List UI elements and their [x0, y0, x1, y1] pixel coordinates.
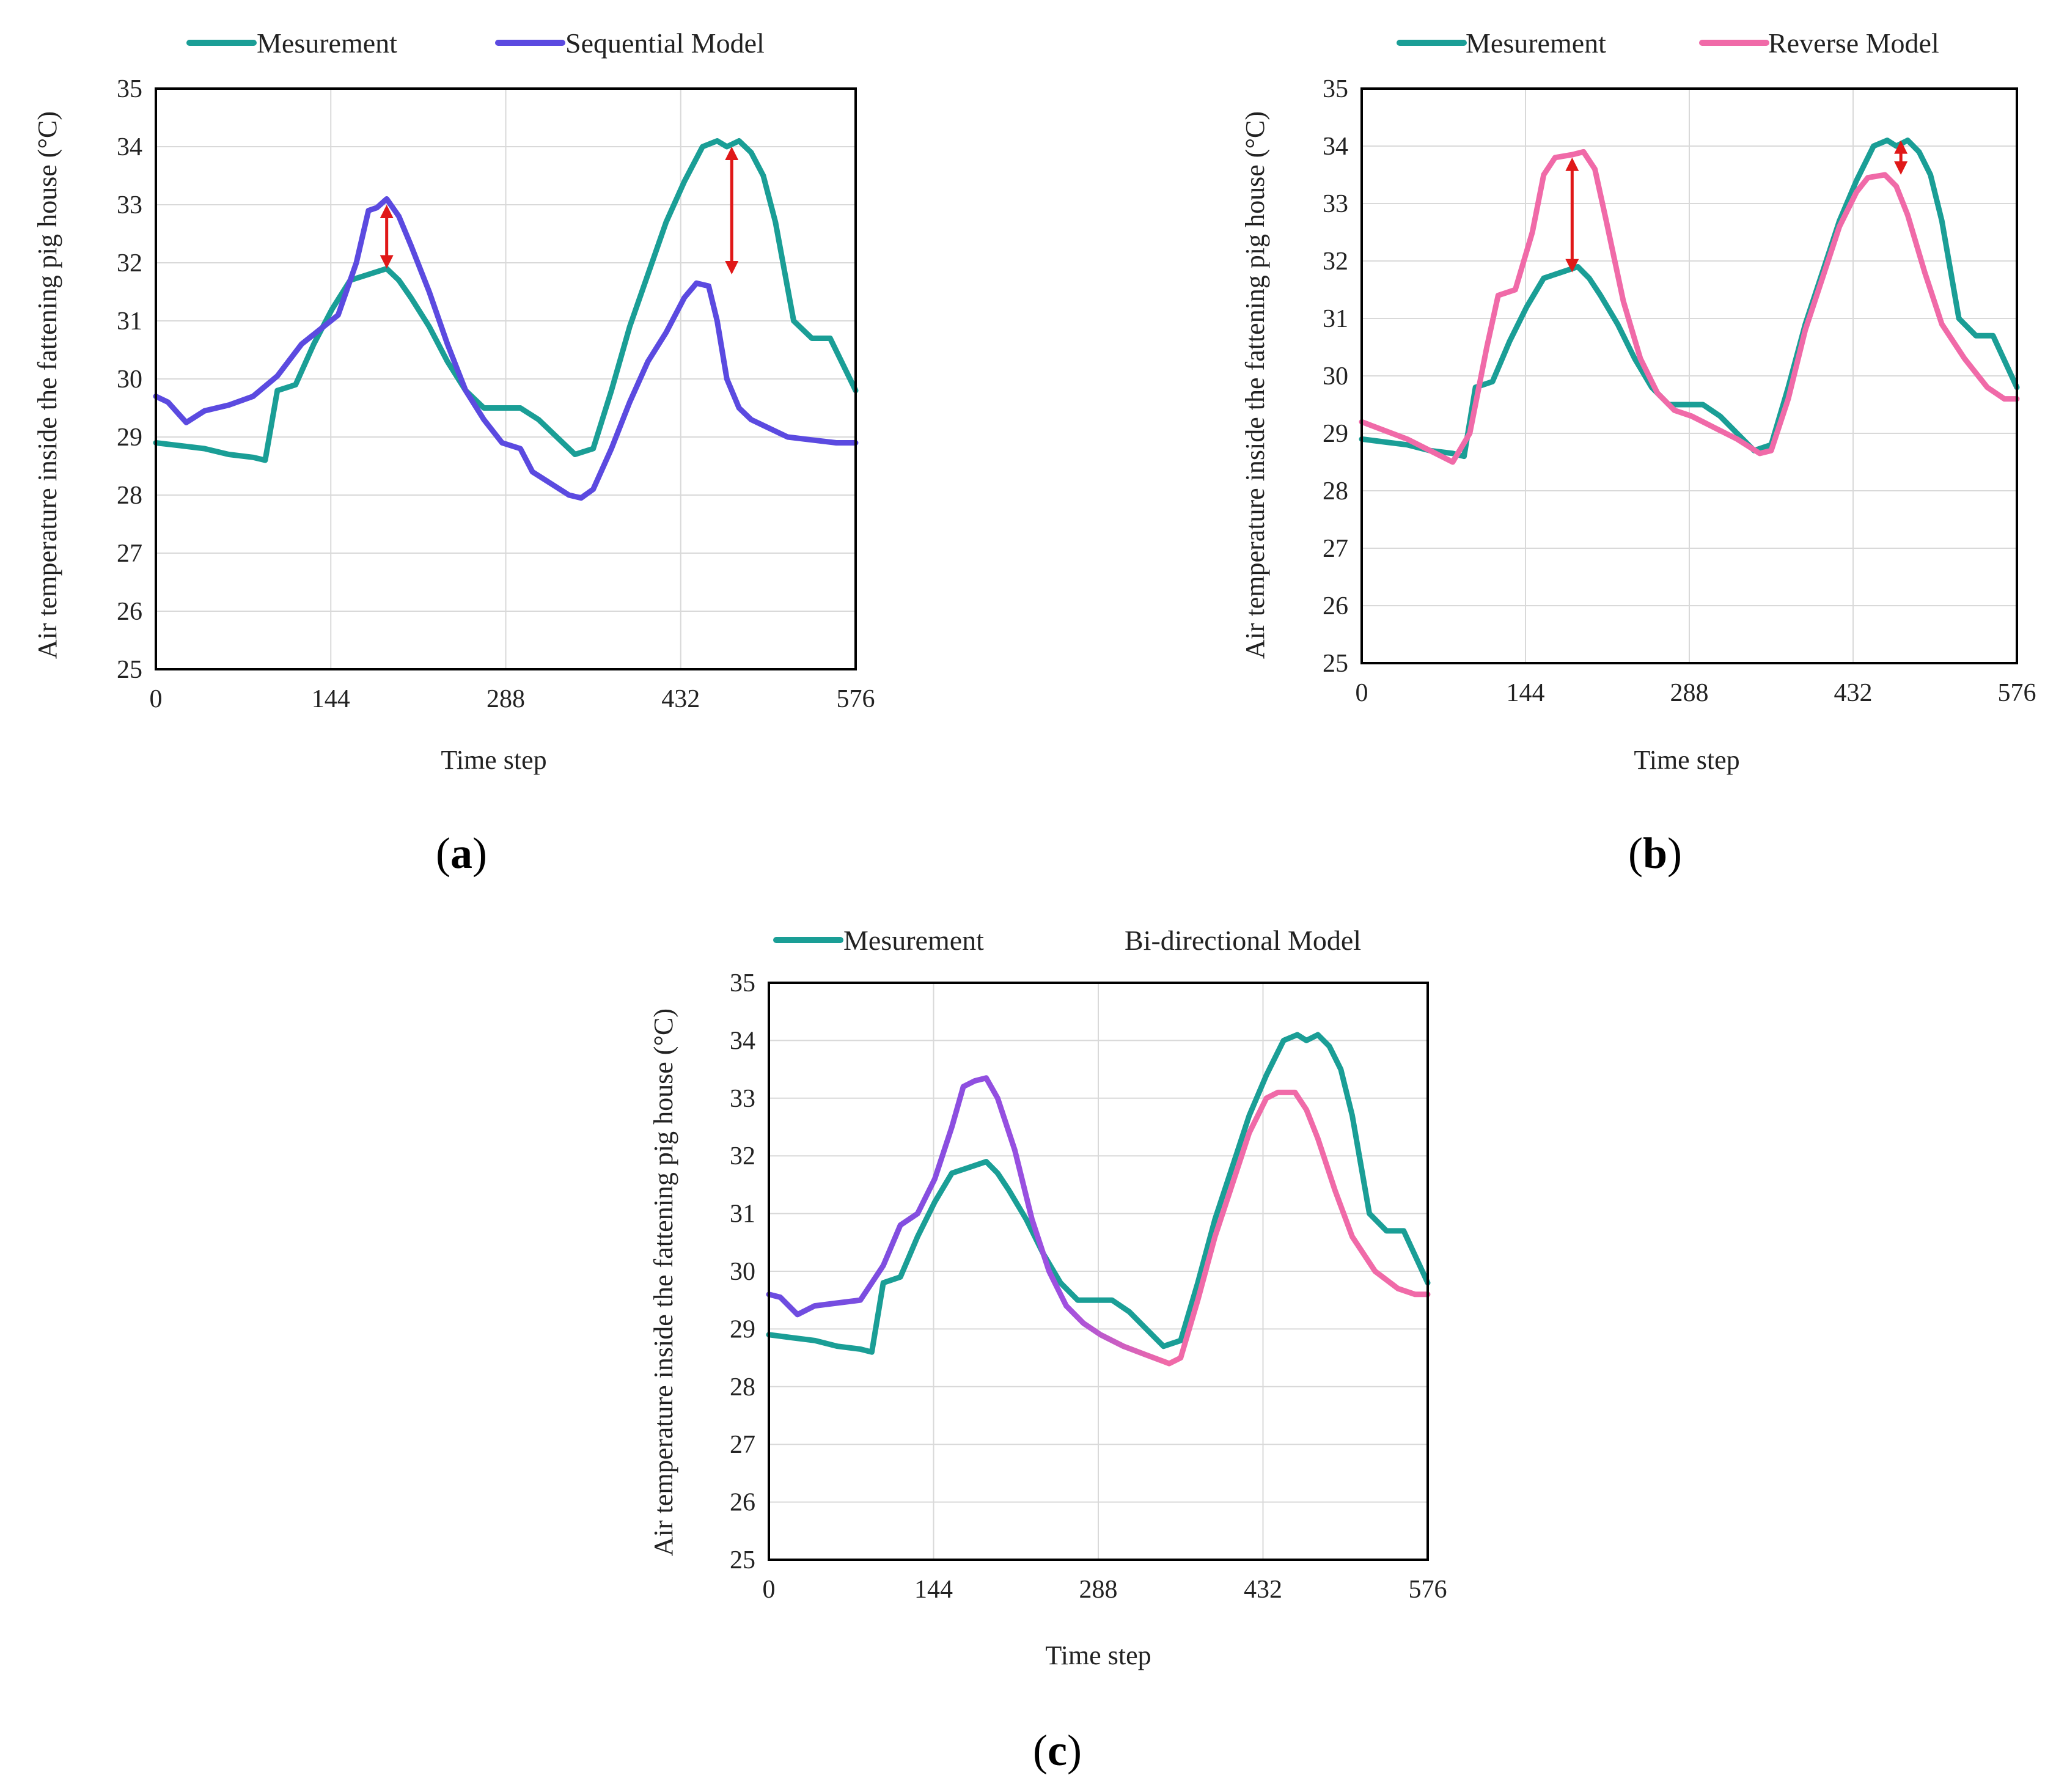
- y-tick-label: 30: [117, 365, 142, 394]
- y-tick-label: 35: [1323, 75, 1348, 103]
- series-line-mesurement: [153, 138, 859, 463]
- x-tick-label: 144: [1507, 679, 1545, 707]
- y-tick-label: 26: [1323, 592, 1348, 620]
- difference-arrow: [1894, 140, 1908, 175]
- y-tick-label: 27: [117, 540, 142, 568]
- series-line-bi-directional-model: [766, 1075, 1431, 1367]
- y-tick-label: 28: [117, 482, 142, 510]
- y-tick-label: 29: [1323, 420, 1348, 448]
- legend-label-model: Sequential Model: [565, 28, 765, 59]
- series-line-mesurement: [1359, 138, 2020, 460]
- plot-area: 25 26 27 28 29 30 31 32 33 34 35 0 144 288 432 576: [730, 969, 1447, 1604]
- plot-frame: [1360, 87, 2018, 664]
- x-axis-title: Time step: [1634, 745, 1739, 775]
- panel-caption: (a): [436, 829, 487, 878]
- plot-frame: [155, 87, 857, 670]
- legend-label-measurement: Mesurement: [1466, 28, 1606, 59]
- x-tick-label: 576: [1998, 679, 2036, 707]
- plot-area: 25 26 27 28 29 30 31 32 33 34 35 0 144 288 432 576: [1323, 75, 2036, 707]
- y-tick-label: 35: [117, 75, 142, 103]
- y-axis-title: Air temperature inside the fattening pig…: [1240, 111, 1270, 659]
- plot-area: 25 26 27 28 29 30 31 32 33 34 35 0 144 288 432 576: [117, 75, 875, 713]
- x-tick-label: 432: [1244, 1576, 1282, 1604]
- y-tick-label: 34: [730, 1027, 755, 1055]
- y-axis-title: Air temperature inside the fattening pig…: [32, 111, 62, 659]
- y-tick-label: 26: [730, 1489, 755, 1517]
- panel-a: Mesurement Sequential Model 25 26 27 28 29 30…: [32, 28, 875, 878]
- legend-label-measurement: Mesurement: [843, 925, 984, 956]
- y-tick-label: 32: [117, 249, 142, 277]
- x-axis-title: Time step: [441, 745, 546, 775]
- y-tick-label: 25: [730, 1546, 755, 1574]
- y-tick-label: 26: [117, 598, 142, 626]
- series-line-reverse-model: [1359, 149, 2020, 465]
- legend-label-model: Bi-directional Model: [1125, 925, 1361, 956]
- y-tick-label: 31: [1323, 305, 1348, 333]
- y-tick-label: 34: [1323, 133, 1348, 161]
- y-tick-label: 25: [1323, 650, 1348, 678]
- y-tick-label: 30: [1323, 362, 1348, 391]
- y-tick-label: 25: [117, 656, 142, 684]
- panel-c: Mesurement Bi-directional Model 25 26 27 28…: [648, 925, 1447, 1775]
- y-tick-label: 33: [730, 1085, 755, 1113]
- x-axis-title: Time step: [1045, 1640, 1151, 1670]
- x-tick-label: 576: [837, 685, 875, 713]
- panel-caption: (b): [1628, 829, 1682, 878]
- x-tick-label: 0: [1356, 679, 1368, 707]
- x-tick-label: 144: [914, 1576, 953, 1604]
- x-tick-label: 288: [1079, 1576, 1118, 1604]
- y-tick-label: 31: [730, 1200, 755, 1228]
- difference-arrow: [1565, 157, 1579, 273]
- y-tick-label: 28: [730, 1373, 755, 1401]
- x-tick-label: 432: [661, 685, 700, 713]
- difference-arrow: [725, 147, 739, 274]
- y-tick-label: 33: [117, 191, 142, 219]
- x-tick-label: 432: [1834, 679, 1873, 707]
- y-tick-label: 33: [1323, 190, 1348, 218]
- y-tick-label: 28: [1323, 477, 1348, 505]
- legend: Mesurement Sequential Model: [186, 28, 765, 59]
- x-tick-label: 288: [486, 685, 525, 713]
- difference-arrow: [380, 205, 394, 269]
- legend: Mesurement Bi-directional Model: [773, 925, 1361, 956]
- y-axis-title: Air temperature inside the fattening pig…: [648, 1008, 678, 1556]
- y-tick-label: 32: [1323, 248, 1348, 276]
- y-tick-label: 29: [730, 1315, 755, 1343]
- series-line-mesurement: [766, 1032, 1431, 1355]
- panel-caption: (c): [1033, 1726, 1082, 1775]
- x-tick-label: 288: [1670, 679, 1709, 707]
- legend: Mesurement Reverse Model: [1397, 28, 1939, 59]
- y-tick-label: 35: [730, 969, 755, 997]
- x-tick-label: 0: [150, 685, 163, 713]
- y-tick-label: 30: [730, 1258, 755, 1286]
- legend-label-measurement: Mesurement: [257, 28, 397, 59]
- y-tick-label: 29: [117, 424, 142, 452]
- plot-frame: [768, 982, 1429, 1561]
- y-tick-label: 34: [117, 133, 142, 161]
- y-tick-label: 32: [730, 1142, 755, 1170]
- y-tick-label: 27: [730, 1431, 755, 1459]
- series-line-sequential-model: [153, 196, 859, 501]
- y-tick-label: 31: [117, 307, 142, 336]
- x-tick-label: 0: [763, 1576, 776, 1604]
- y-tick-label: 27: [1323, 535, 1348, 563]
- x-tick-label: 144: [312, 685, 350, 713]
- x-tick-label: 576: [1409, 1576, 1447, 1604]
- legend-label-model: Reverse Model: [1768, 28, 1939, 59]
- panel-b: Mesurement Reverse Model 25 26 27 28 29 30 31 3…: [1240, 28, 2036, 878]
